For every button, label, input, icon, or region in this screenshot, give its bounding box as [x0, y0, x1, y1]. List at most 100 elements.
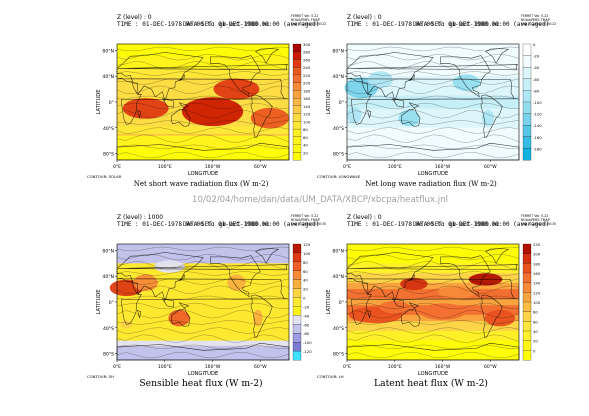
colorbar-tick-label: 220: [533, 242, 541, 247]
time-text: TIME : 01-DEC-1978 00:00 to 01-DEC-1980 …: [117, 21, 319, 28]
x-tick-label: 60°W: [484, 364, 497, 370]
y-axis-label: LATITUDE: [326, 89, 332, 114]
map-plot-area: [346, 243, 520, 361]
colorbar-swatch: [522, 78, 532, 91]
colorbar: 300 280 260 240 220 200 180 160 140 120 100 80 60 40 2…: [292, 42, 311, 161]
time-text: TIME : 01-DEC-1978 00:00 to 01-DEC-1980 …: [347, 21, 549, 28]
y-tick-label: 80°N: [332, 48, 344, 54]
y-tick-label: 40°S: [333, 326, 344, 332]
colorbar-swatch: [522, 340, 532, 351]
y-tick-label: 0°: [339, 100, 344, 106]
y-tick-label: 40°S: [333, 126, 344, 132]
colorbar-swatch: [522, 330, 532, 341]
y-tick-label: 40°N: [102, 274, 114, 280]
colorbar-swatch: [522, 101, 532, 114]
colorbar: 0 -20 -40 -60 -80 -100 -120 -140 -160 -180: [522, 42, 542, 161]
colorbar-tick-label: 260: [303, 57, 311, 62]
contour-label: CONTOUR: SOLAR: [87, 174, 122, 179]
colorbar: 120 100 80 60 40 20 0 -20 -40 -60 -80 -100 -120: [292, 242, 312, 361]
colorbar-tick-label: 60: [533, 319, 538, 324]
colorbar-swatch: [292, 279, 302, 289]
colorbar-tick-label: 220: [303, 73, 311, 78]
y-tick-label: 40°N: [102, 74, 114, 80]
colorbar-swatch: [522, 43, 532, 56]
colorbar-tick-label: -60: [533, 77, 540, 82]
colorbar-tick-label: -120: [533, 112, 542, 117]
colorbar-swatch: [522, 67, 532, 80]
colorbar-tick-label: 240: [303, 65, 311, 70]
colorbar-swatch: [292, 59, 302, 68]
colorbar-swatch: [292, 128, 302, 138]
x-tick-label: 160°W: [205, 364, 221, 370]
colorbar-swatch: [522, 90, 532, 103]
colorbar-tick-label: 140: [303, 104, 311, 109]
colorbar-tick-label: 160: [303, 96, 311, 101]
colorbar-tick-label: -120: [303, 349, 312, 354]
level-text: Z (level) : 0: [347, 14, 382, 21]
x-tick-label: 160°W: [205, 164, 221, 170]
colorbar-tick-label: -60: [303, 322, 310, 327]
ferret-stamp-line: NOAA/PMEL TMAP: [521, 218, 550, 222]
colorbar-tick-label: -100: [533, 100, 542, 105]
ferret-stamp-line: FERRET Ver. 5.22: [291, 214, 318, 218]
dataset-text: DATA SET: gm_oct_1980.nc: [183, 221, 270, 228]
colorbar-tick-label: -140: [533, 123, 542, 128]
colorbar-tick-label: 200: [303, 81, 311, 86]
x-tick-label: 60°W: [484, 164, 497, 170]
colorbar-tick-label: 280: [303, 50, 311, 55]
x-tick-label: 60°W: [254, 364, 267, 370]
map-plot-area: [109, 243, 290, 361]
y-axis-label: LATITUDE: [326, 289, 332, 314]
ferret-stamp-line: FERRET Ver. 5.22: [291, 14, 318, 18]
ferret-stamp-line: Feb 10 2004 15:30:30: [521, 222, 556, 226]
contour-label: CONTOUR: LH: [317, 374, 344, 379]
colorbar-swatch: [292, 350, 302, 361]
colorbar-swatch: [522, 282, 532, 293]
colorbar-swatch: [522, 321, 532, 332]
colorbar-tick-label: 140: [533, 281, 541, 286]
time-text: TIME : 01-DEC-1978 00:00 to 01-DEC-1980 …: [347, 221, 549, 228]
journal-path-header: 10/02/04/home/dan/data/UM_DATA/XBCP/xbcp…: [192, 195, 448, 205]
colorbar-tick-label: 100: [303, 119, 311, 124]
ferret-stamp-line: Feb 10 2004 15:30:22: [291, 22, 326, 26]
y-tick-label: 40°N: [332, 274, 344, 280]
x-tick-label: 0°E: [113, 364, 121, 370]
colorbar-tick-label: -80: [303, 331, 310, 336]
colorbar-swatch: [522, 263, 532, 274]
ferret-stamp-line: FERRET Ver. 5.22: [521, 14, 548, 18]
colorbar-swatch: [292, 51, 302, 60]
ferret-stamp-line: FERRET Ver. 5.22: [521, 214, 548, 218]
chart-title: Latent heat flux (W m-2): [374, 378, 488, 389]
colorbar-tick-label: -100: [303, 340, 312, 345]
colorbar-swatch: [292, 82, 302, 91]
colorbar-tick-label: -20: [303, 304, 310, 309]
x-axis-label: LONGITUDE: [188, 371, 218, 377]
y-axis-label: LATITUDE: [96, 289, 102, 314]
y-tick-label: 0°: [109, 300, 114, 306]
colorbar-swatch: [522, 311, 532, 322]
colorbar-swatch: [292, 306, 302, 316]
y-tick-label: 80°S: [103, 152, 114, 158]
colorbar-tick-label: 60: [303, 135, 308, 140]
colorbar-tick-label: 0: [533, 348, 536, 353]
colorbar-tick-label: 120: [303, 242, 311, 247]
chart-title: Net long wave radiation flux (W m-2): [365, 180, 497, 188]
ferret-stamp-line: NOAA/PMEL TMAP: [521, 18, 550, 22]
ferret-stamp-line: Feb 10 2004 15:30:30: [291, 222, 326, 226]
time-text: TIME : 01-DEC-1978 00:00 to 01-DEC-1980 …: [117, 221, 319, 228]
x-tick-label: 100°E: [158, 164, 172, 170]
x-tick-label: 60°W: [254, 164, 267, 170]
colorbar-swatch: [522, 301, 532, 312]
ferret-stamp-line: NOAA/PMEL TMAP: [291, 218, 320, 222]
colorbar-tick-label: -40: [533, 65, 540, 70]
colorbar-tick-label: 60: [303, 269, 308, 274]
colorbar-swatch: [522, 292, 532, 303]
y-tick-label: 80°S: [333, 352, 344, 358]
colorbar-tick-label: 160: [533, 271, 541, 276]
colorbar-tick-label: 80: [533, 310, 538, 315]
colorbar-tick-label: 40: [303, 143, 308, 148]
colorbar-swatch: [292, 98, 302, 107]
